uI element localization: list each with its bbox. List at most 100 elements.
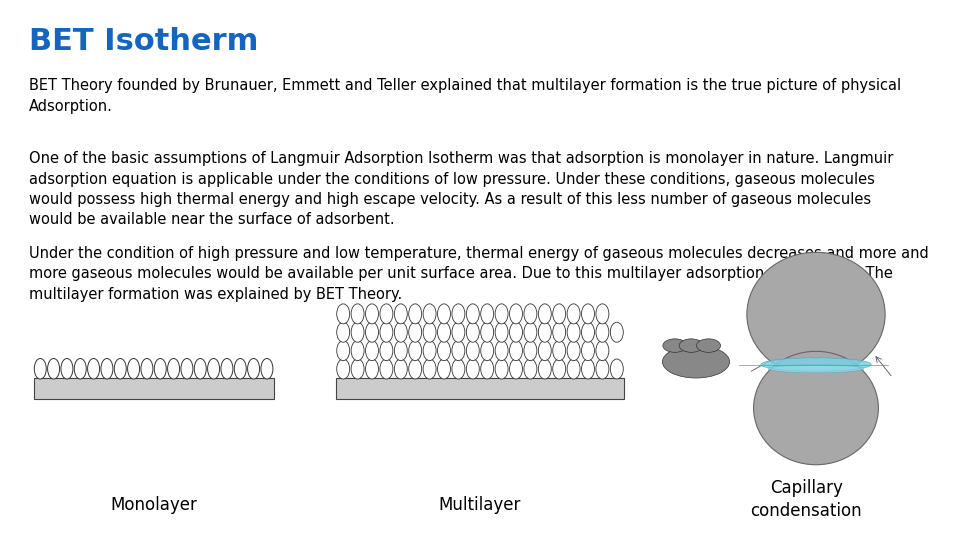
Ellipse shape — [481, 359, 493, 379]
Ellipse shape — [596, 359, 609, 379]
Ellipse shape — [582, 322, 594, 342]
Ellipse shape — [596, 304, 609, 324]
Ellipse shape — [596, 322, 609, 342]
Ellipse shape — [760, 357, 872, 372]
Ellipse shape — [101, 359, 113, 379]
Ellipse shape — [409, 359, 421, 379]
Ellipse shape — [380, 341, 393, 361]
Ellipse shape — [234, 359, 247, 379]
Ellipse shape — [35, 359, 46, 379]
Ellipse shape — [337, 359, 349, 379]
Ellipse shape — [481, 322, 493, 342]
Ellipse shape — [611, 359, 623, 379]
Ellipse shape — [679, 339, 703, 352]
Ellipse shape — [423, 341, 436, 361]
Ellipse shape — [495, 359, 508, 379]
Ellipse shape — [539, 304, 551, 324]
Text: Multilayer: Multilayer — [439, 496, 521, 514]
Text: Under the condition of high pressure and low temperature, thermal energy of gase: Under the condition of high pressure and… — [29, 246, 928, 301]
Ellipse shape — [452, 322, 465, 342]
Ellipse shape — [423, 322, 436, 342]
Ellipse shape — [337, 304, 349, 324]
Ellipse shape — [524, 341, 537, 361]
Ellipse shape — [207, 359, 220, 379]
Ellipse shape — [611, 322, 623, 342]
Ellipse shape — [248, 359, 259, 379]
Ellipse shape — [662, 346, 730, 378]
Ellipse shape — [452, 359, 465, 379]
Ellipse shape — [467, 341, 479, 361]
Ellipse shape — [337, 341, 349, 361]
Ellipse shape — [481, 304, 493, 324]
Text: Capillary
condensation: Capillary condensation — [751, 480, 862, 519]
Ellipse shape — [582, 304, 594, 324]
Ellipse shape — [539, 359, 551, 379]
Ellipse shape — [553, 322, 565, 342]
Ellipse shape — [380, 322, 393, 342]
Ellipse shape — [495, 304, 508, 324]
Ellipse shape — [366, 359, 378, 379]
Ellipse shape — [582, 341, 594, 361]
Ellipse shape — [168, 359, 180, 379]
Ellipse shape — [768, 365, 864, 373]
Ellipse shape — [553, 359, 565, 379]
Ellipse shape — [409, 304, 421, 324]
Ellipse shape — [510, 359, 522, 379]
Ellipse shape — [754, 352, 878, 465]
Ellipse shape — [351, 304, 364, 324]
Ellipse shape — [423, 359, 436, 379]
Ellipse shape — [380, 304, 393, 324]
Ellipse shape — [261, 359, 273, 379]
Ellipse shape — [155, 359, 166, 379]
Ellipse shape — [74, 359, 86, 379]
Ellipse shape — [366, 341, 378, 361]
Ellipse shape — [351, 341, 364, 361]
Ellipse shape — [747, 252, 885, 376]
Ellipse shape — [467, 322, 479, 342]
Ellipse shape — [553, 304, 565, 324]
Ellipse shape — [409, 341, 421, 361]
Ellipse shape — [395, 359, 407, 379]
Bar — [34, 378, 274, 399]
Ellipse shape — [114, 359, 127, 379]
Ellipse shape — [596, 341, 609, 361]
Ellipse shape — [48, 359, 60, 379]
Text: Monolayer: Monolayer — [110, 496, 197, 514]
Bar — [336, 378, 624, 399]
Ellipse shape — [567, 322, 580, 342]
Ellipse shape — [539, 322, 551, 342]
Ellipse shape — [337, 322, 349, 342]
Ellipse shape — [141, 359, 153, 379]
Ellipse shape — [662, 339, 687, 352]
Ellipse shape — [380, 359, 393, 379]
Ellipse shape — [567, 341, 580, 361]
Ellipse shape — [194, 359, 206, 379]
Ellipse shape — [395, 304, 407, 324]
Ellipse shape — [366, 322, 378, 342]
Ellipse shape — [351, 322, 364, 342]
Ellipse shape — [438, 359, 450, 379]
Ellipse shape — [87, 359, 100, 379]
Ellipse shape — [524, 304, 537, 324]
Ellipse shape — [495, 322, 508, 342]
Ellipse shape — [366, 304, 378, 324]
Ellipse shape — [438, 304, 450, 324]
Text: BET Theory founded by Brunauer, Emmett and Teller explained that multilayer form: BET Theory founded by Brunauer, Emmett a… — [29, 78, 900, 114]
Ellipse shape — [553, 341, 565, 361]
Ellipse shape — [510, 304, 522, 324]
Ellipse shape — [452, 304, 465, 324]
Ellipse shape — [495, 341, 508, 361]
Ellipse shape — [438, 341, 450, 361]
Ellipse shape — [351, 359, 364, 379]
Ellipse shape — [481, 341, 493, 361]
Ellipse shape — [582, 359, 594, 379]
Ellipse shape — [567, 304, 580, 324]
Ellipse shape — [423, 304, 436, 324]
Ellipse shape — [395, 322, 407, 342]
Text: BET Isotherm: BET Isotherm — [29, 27, 258, 56]
Ellipse shape — [60, 359, 73, 379]
Ellipse shape — [409, 322, 421, 342]
Ellipse shape — [510, 322, 522, 342]
Ellipse shape — [467, 304, 479, 324]
Text: One of the basic assumptions of Langmuir Adsorption Isotherm was that adsorption: One of the basic assumptions of Langmuir… — [29, 151, 893, 227]
